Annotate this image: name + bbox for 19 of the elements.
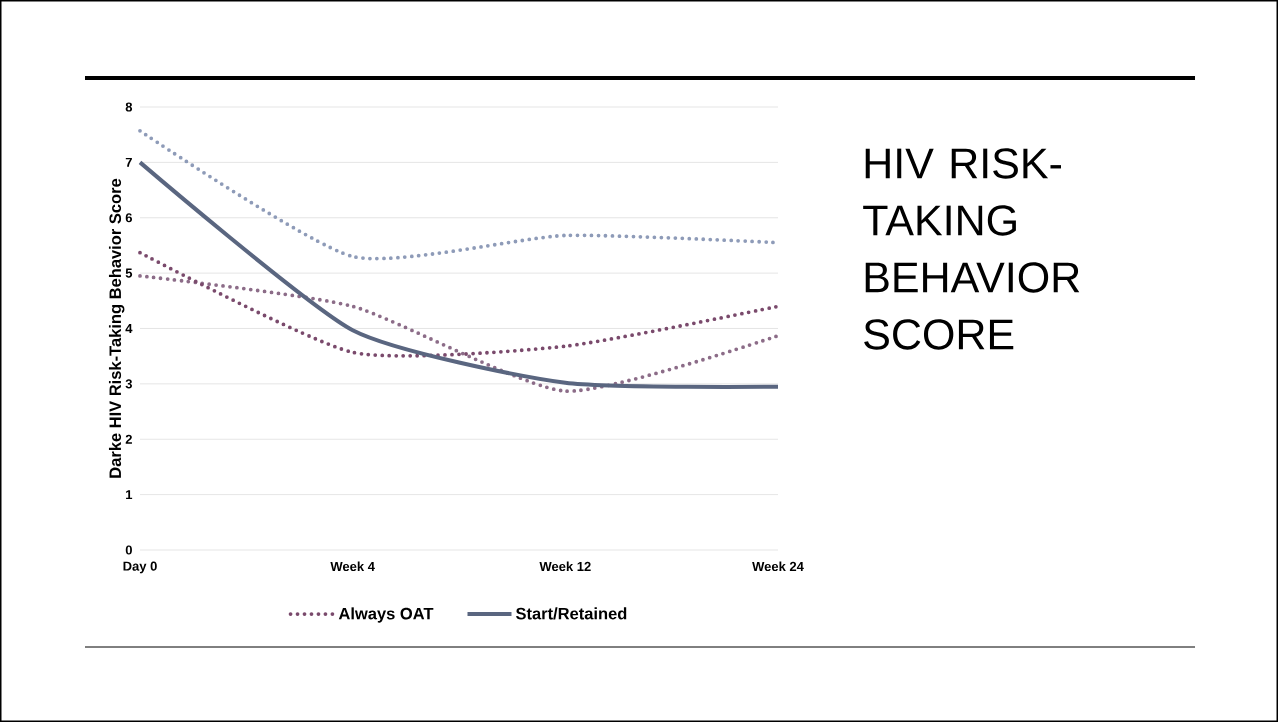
y-tick-label: 0 [125, 545, 132, 555]
x-tick-label: Day 0 [123, 561, 157, 574]
y-tick-label: 5 [125, 268, 133, 278]
line-series [138, 273, 780, 393]
y-tick-label: 8 [125, 102, 133, 112]
y-tick-label: 2 [125, 434, 132, 444]
x-tick-label: Week 24 [752, 561, 804, 572]
y-tick-label: 6 [125, 213, 133, 223]
x-tick-label: Week 4 [330, 561, 375, 572]
y-axis-title: Darke HIV Risk-Taking Behavior Score [108, 178, 125, 478]
y-tick-label: 4 [125, 324, 133, 333]
text: HIV RISK-TAKING BEHAVIOR SCORE [863, 148, 1080, 350]
y-tick-label: 3 [125, 379, 133, 389]
legend-label: Always OAT [338, 607, 434, 623]
legend-label: Start/Retained [515, 607, 627, 620]
x-tick-label: Week 12 [539, 561, 591, 572]
y-tick-label: 7 [125, 157, 132, 167]
y-tick-label: 1 [126, 490, 133, 500]
line-series [138, 160, 780, 389]
